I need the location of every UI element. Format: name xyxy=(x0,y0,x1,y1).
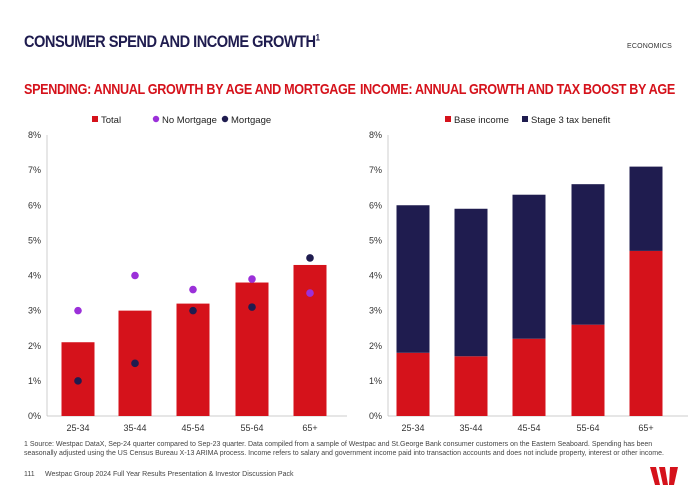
y-tick-label: 1% xyxy=(369,376,382,386)
document-title: Westpac Group 2024 Full Year Results Pre… xyxy=(45,471,294,478)
data-point xyxy=(189,285,197,294)
y-tick-label: 6% xyxy=(28,200,41,210)
y-tick-label: 4% xyxy=(369,271,382,281)
data-point xyxy=(131,359,139,368)
legend-label: Total xyxy=(101,115,121,126)
y-tick-label: 3% xyxy=(28,306,41,316)
x-tick-label: 25-34 xyxy=(66,423,89,433)
y-tick-label: 6% xyxy=(369,200,382,210)
bar xyxy=(454,356,488,416)
legend-marker xyxy=(92,116,98,122)
income-chart-title: INCOME: ANNUAL GROWTH AND TAX BOOST BY A… xyxy=(360,81,675,98)
y-tick-label: 2% xyxy=(28,341,41,351)
data-point xyxy=(74,306,82,315)
y-tick-label: 5% xyxy=(28,235,41,245)
bar xyxy=(512,338,546,416)
data-point xyxy=(248,275,256,283)
bar xyxy=(293,264,327,416)
y-tick-label: 8% xyxy=(28,130,41,140)
x-tick-label: 35-44 xyxy=(123,423,146,433)
x-tick-label: 65+ xyxy=(302,423,317,433)
footnote-marker: 1 xyxy=(315,32,320,43)
y-tick-label: 2% xyxy=(369,341,382,351)
x-tick-label: 55-64 xyxy=(576,423,599,433)
legend-marker xyxy=(522,116,528,122)
data-point xyxy=(306,289,314,297)
legend-label: No Mortgage xyxy=(162,115,217,126)
legend-marker xyxy=(221,115,229,123)
bar xyxy=(629,166,663,251)
x-tick-label: 65+ xyxy=(638,423,653,433)
x-tick-label: 25-34 xyxy=(401,423,424,433)
data-point xyxy=(189,306,197,315)
y-tick-label: 8% xyxy=(369,130,382,140)
legend-marker xyxy=(445,116,451,122)
y-tick-label: 7% xyxy=(28,165,41,175)
bar xyxy=(396,352,430,416)
bar xyxy=(629,250,663,416)
data-point xyxy=(74,377,82,385)
page-number: 111 xyxy=(24,471,35,478)
bar xyxy=(571,184,605,325)
page-title-text: CONSUMER SPEND AND INCOME GROWTH xyxy=(24,32,316,51)
page-title: CONSUMER SPEND AND INCOME GROWTH1 xyxy=(24,32,320,52)
x-tick-label: 45-54 xyxy=(181,423,204,433)
x-tick-label: 35-44 xyxy=(459,423,482,433)
footnote: 1 Source: Westpac DataX, Sep-24 quarter … xyxy=(24,441,664,457)
bar xyxy=(396,205,430,353)
bar xyxy=(571,324,605,416)
data-point xyxy=(248,303,256,311)
legend-label: Mortgage xyxy=(231,115,271,126)
y-tick-label: 4% xyxy=(28,271,41,281)
bar xyxy=(176,303,210,416)
y-tick-label: 3% xyxy=(369,306,382,316)
y-tick-label: 1% xyxy=(28,376,41,386)
legend-label: Stage 3 tax benefit xyxy=(531,115,611,126)
spending-chart-title: SPENDING: ANNUAL GROWTH BY AGE AND MORTG… xyxy=(24,81,356,98)
y-tick-label: 0% xyxy=(369,411,382,421)
data-point xyxy=(306,254,314,262)
legend-marker xyxy=(152,115,160,123)
westpac-logo xyxy=(650,467,678,485)
x-tick-label: 45-54 xyxy=(517,423,540,433)
y-tick-label: 0% xyxy=(28,411,41,421)
y-tick-label: 5% xyxy=(369,235,382,245)
x-tick-label: 55-64 xyxy=(240,423,263,433)
data-point xyxy=(131,271,139,280)
y-tick-label: 7% xyxy=(369,165,382,175)
bar xyxy=(454,208,488,357)
section-label: ECONOMICS xyxy=(627,43,672,50)
legend-label: Base income xyxy=(454,115,509,126)
bar xyxy=(235,282,269,416)
bar xyxy=(512,194,546,339)
